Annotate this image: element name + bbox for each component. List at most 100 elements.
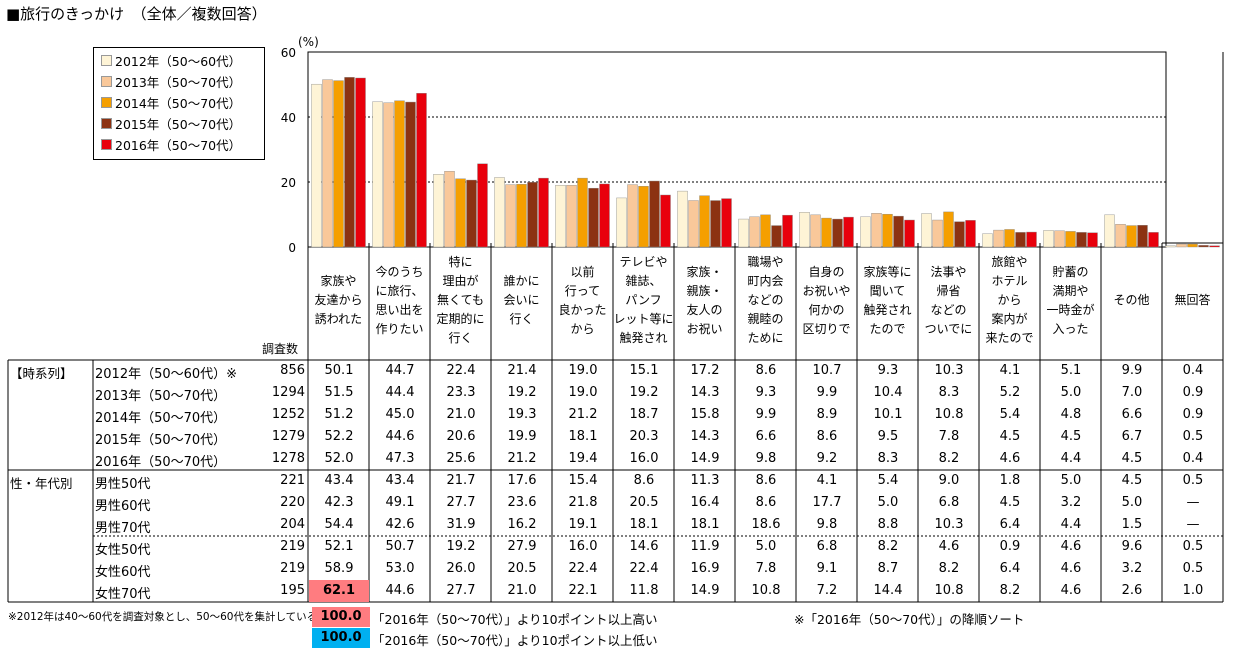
bar — [1176, 243, 1187, 248]
bar — [882, 213, 893, 248]
legend-swatch — [101, 75, 112, 87]
bar — [993, 229, 1004, 248]
bar — [566, 185, 577, 248]
bar — [749, 216, 760, 248]
footnote: ※2012年は40～60代を調査対象とし、50～60代を集計している — [8, 611, 318, 623]
legend-label: 2012年（50～60代） — [115, 53, 242, 69]
y-tick-label: 20 — [280, 176, 296, 190]
bar — [1104, 214, 1115, 248]
page-title: ■旅行のきっかけ （全体／複数回答） — [6, 5, 267, 23]
y-tick-label: 40 — [280, 111, 296, 125]
bar — [1015, 232, 1026, 248]
bar — [954, 221, 965, 248]
bar — [799, 212, 810, 248]
bar — [660, 194, 671, 248]
sample-size-header: 調査数 — [262, 342, 299, 356]
legend-label: 2015年（50～70代） — [115, 116, 242, 132]
bar — [932, 219, 943, 248]
bar — [965, 220, 976, 248]
bar — [588, 187, 599, 248]
bar — [1065, 231, 1076, 248]
bar — [771, 225, 782, 248]
bar — [433, 173, 444, 248]
bar — [1087, 232, 1098, 248]
legend-item: 2012年（50～60代） — [101, 51, 241, 69]
legend-item: 2014年（50～70代） — [101, 93, 241, 111]
legend-label: 2013年（50～70代） — [115, 74, 242, 90]
bar — [810, 214, 821, 248]
bar — [782, 214, 793, 248]
bar — [721, 198, 732, 248]
bar — [688, 200, 699, 248]
legend-label: 2016年（50～70代） — [115, 137, 242, 153]
bar — [738, 218, 749, 248]
bar — [943, 211, 954, 248]
legend-swatch — [101, 96, 112, 108]
y-tick-label: 60 — [280, 46, 296, 60]
y-axis-unit: (%) — [298, 35, 319, 49]
bar — [394, 100, 405, 248]
bar — [1054, 230, 1065, 248]
bar — [577, 177, 588, 248]
bar — [710, 200, 721, 248]
bar — [516, 184, 527, 248]
bar — [555, 185, 566, 248]
bar — [1004, 229, 1015, 248]
bar — [699, 195, 710, 248]
chart-legend: 2012年（50～60代） 2013年（50～70代） 2014年（50～70代… — [93, 47, 265, 160]
bar — [455, 178, 466, 248]
bar — [444, 171, 455, 248]
bar — [1137, 225, 1148, 248]
bar — [860, 216, 871, 248]
legend-item: 2016年（50～70代） — [101, 135, 241, 153]
bar — [832, 218, 843, 248]
bar — [599, 183, 610, 248]
key-high-text: 「2016年（50～70代）」より10ポイント以上高い — [372, 612, 658, 627]
bar — [1043, 230, 1054, 248]
bar — [1148, 232, 1159, 248]
bar — [355, 77, 366, 248]
bar — [1209, 245, 1220, 248]
bar — [760, 214, 771, 248]
bar — [921, 213, 932, 248]
sort-note: ※「2016年（50～70代）」の降順ソート — [794, 612, 1025, 627]
bar — [416, 93, 427, 248]
bar — [405, 101, 416, 248]
bar — [1198, 245, 1209, 248]
bar — [1115, 224, 1126, 248]
bar — [333, 80, 344, 248]
key-low-swatch: 100.0 — [312, 628, 370, 648]
bar — [638, 186, 649, 248]
legend-swatch — [101, 54, 112, 66]
bar — [893, 215, 904, 248]
bar — [344, 77, 355, 248]
bar — [372, 101, 383, 248]
bar — [505, 184, 516, 248]
y-tick-label: 0 — [288, 241, 296, 255]
bar — [627, 184, 638, 248]
bar — [821, 217, 832, 248]
bar — [982, 233, 993, 248]
bar — [538, 177, 549, 248]
key-low-text: 「2016年（50～70代）」より10ポイント以上低い — [372, 633, 658, 648]
bar — [1126, 225, 1137, 248]
bar — [477, 163, 488, 248]
bar — [1165, 245, 1176, 248]
legend-swatch — [101, 138, 112, 150]
bar — [1026, 231, 1037, 248]
bar — [1187, 243, 1198, 248]
bar — [843, 216, 854, 248]
legend-label: 2014年（50～70代） — [115, 95, 242, 111]
bar — [466, 179, 477, 248]
bar — [494, 177, 505, 248]
bar — [322, 79, 333, 248]
legend-item: 2015年（50～70代） — [101, 114, 241, 132]
bar — [616, 197, 627, 248]
bar — [904, 219, 915, 248]
legend-swatch — [101, 117, 112, 129]
bar — [649, 180, 660, 248]
bar — [383, 102, 394, 248]
bar — [1076, 232, 1087, 248]
legend-item: 2013年（50～70代） — [101, 72, 241, 90]
